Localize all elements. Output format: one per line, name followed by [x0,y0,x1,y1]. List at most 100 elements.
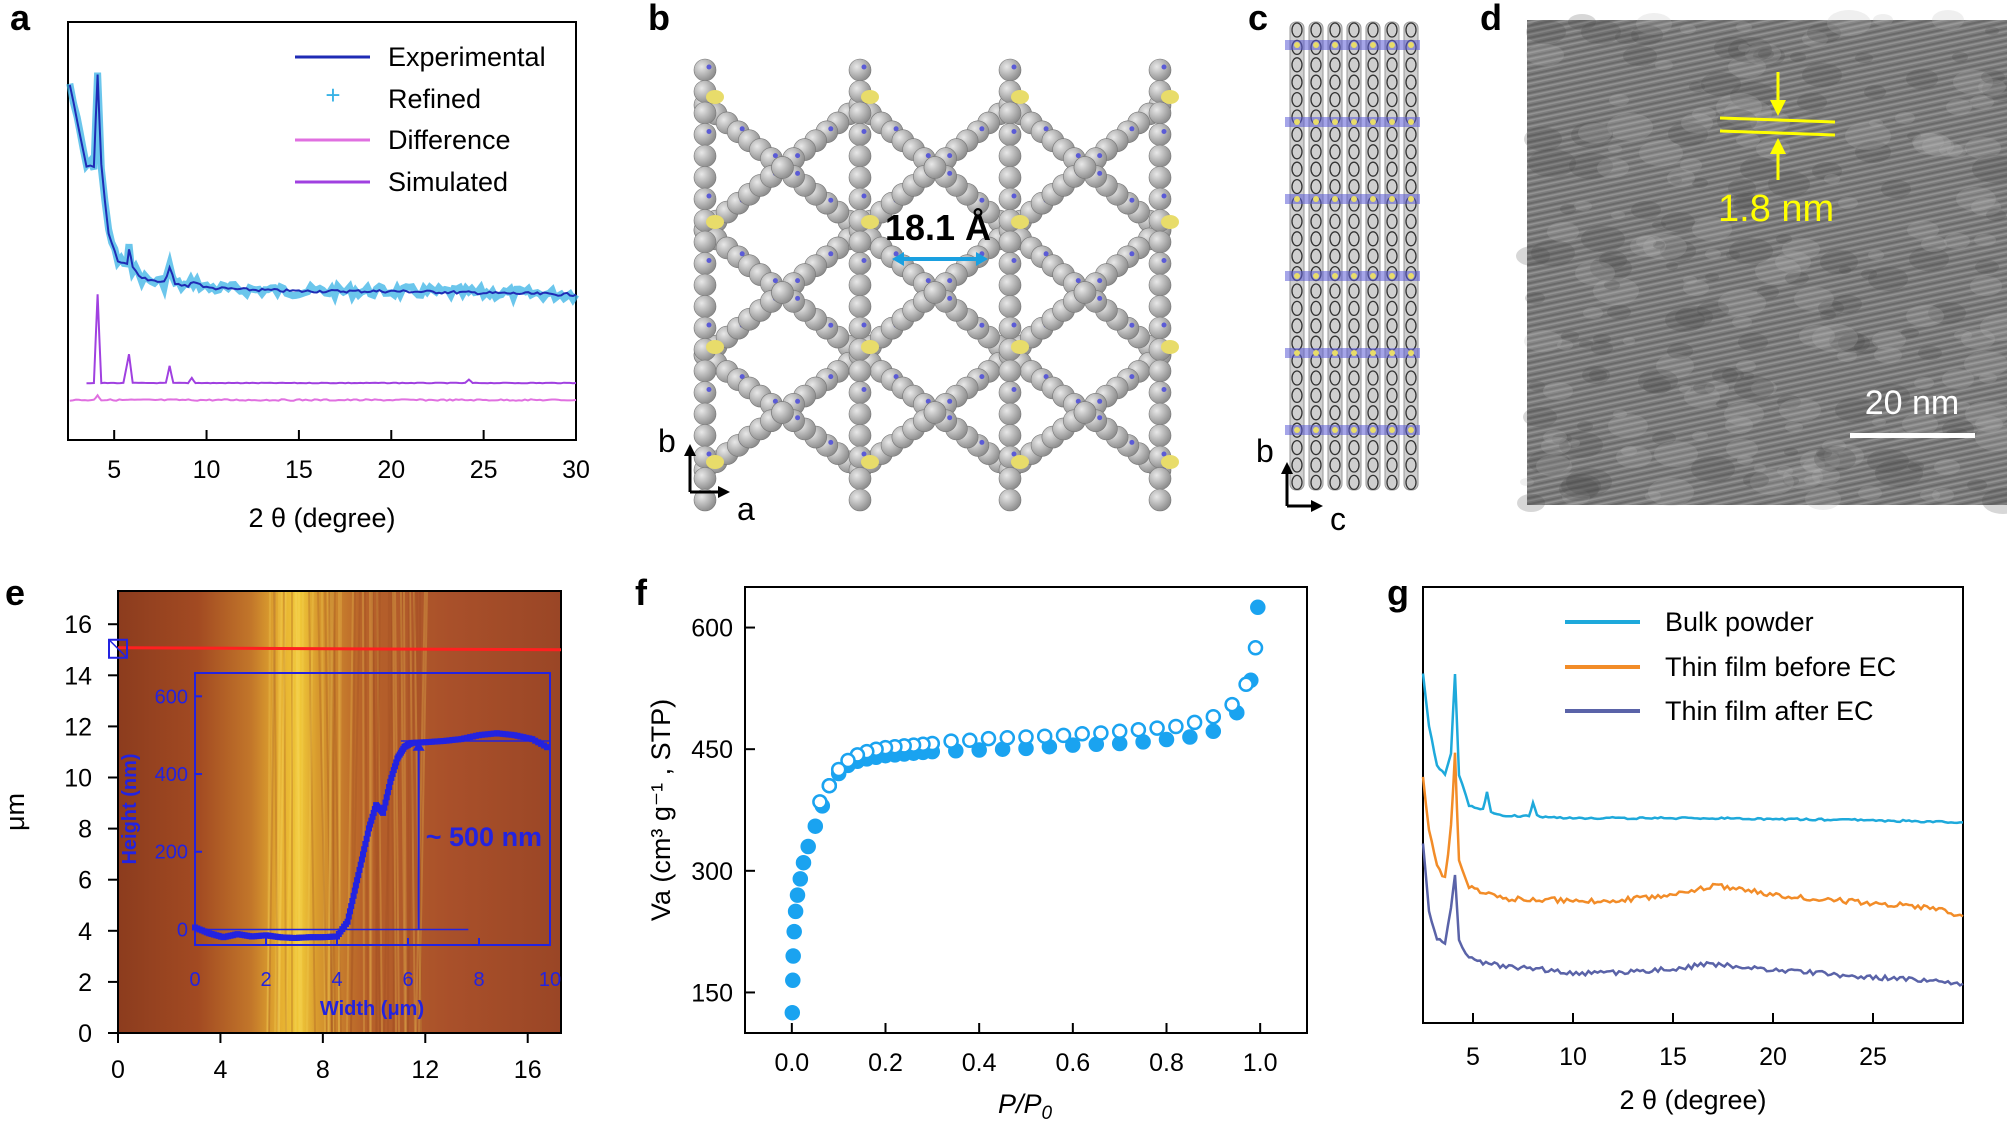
panel-label-a: a [10,0,31,38]
c-ring [1329,213,1341,230]
tem-grain [1824,444,1864,468]
tem-grain [1692,431,1708,441]
tem-grain [1970,276,2002,296]
tem-grain [1783,476,1799,486]
tem-grain [1873,14,1893,26]
c-sulfur [1313,196,1319,202]
strut-n [1043,374,1049,380]
tem-grain [1692,178,1708,188]
tem-grain [1722,368,1744,382]
c-sulfur [1332,350,1338,356]
afm-ylabel: μm [0,793,30,831]
tem-grain [1525,292,1545,304]
strut-n [795,398,801,404]
c-ring [1386,318,1398,334]
adsorption-point [785,948,801,964]
tem-grain [1583,307,1603,319]
column-n [861,451,867,457]
c-ring [1367,57,1379,73]
c-ring [1291,74,1303,90]
inset-point [370,809,377,816]
tem-grain [1552,433,1572,445]
g-xtick-label-15: 15 [1659,1043,1687,1071]
c-ring [1367,74,1379,90]
c-sulfur [1332,273,1338,279]
tem-grain [1912,133,1944,151]
tem-grain [1872,330,1906,350]
tem-grain [1858,486,1882,500]
panel-label-c: c [1248,0,1268,38]
tem-grain [1785,422,1803,432]
afm-height-map [118,591,561,1033]
inset-point [358,856,365,863]
c-ring [1348,231,1360,247]
inset-point [544,744,550,751]
sulfur-site [1011,455,1029,469]
column-n [1161,64,1167,70]
c-ring [1367,213,1379,230]
afm-streak [277,590,280,1034]
panel-g-xlabel: 2 θ (degree) [1619,1085,1766,1115]
tem-grain [1751,380,1777,396]
legend-marker-refined: + [325,80,340,110]
afm-streak [300,590,304,1034]
tem-grain [1526,44,1564,66]
c-ring [1329,144,1341,160]
c-sulfur [1389,42,1395,48]
column-atom [998,58,1022,82]
c-ring [1386,57,1398,73]
tem-grain [1907,221,1939,239]
c-sulfur [1389,350,1395,356]
tem-grain [1692,107,1716,121]
tem-grain [1814,446,1856,472]
profile-line [117,646,562,652]
tem-grain [1820,310,1836,320]
tem-grain [1974,234,1996,246]
inset-point [367,821,374,828]
c-ring [1310,178,1322,195]
c-ring [1405,474,1417,491]
column-atom [1148,381,1172,404]
tem-grain [1683,280,1709,296]
tem-grain [1934,459,1960,475]
tem-grain [1652,221,1666,229]
inset-frame [194,672,551,946]
desorption-point [1168,718,1184,735]
c-ring [1291,457,1303,473]
tem-grain [1705,249,1721,259]
tem-grain [1670,176,1682,184]
c-ring [1348,57,1360,73]
column-n [1011,451,1017,457]
c-ring [1405,91,1417,108]
c-ring [1291,161,1303,177]
inset-point [352,882,359,889]
column-atom [848,467,872,490]
series-simulated [86,294,577,385]
tem-grain [1975,416,2003,432]
tem-grain [1970,95,1994,109]
adsorption-point [789,887,806,903]
tem-grain [1921,236,1947,252]
tem-grain [1683,276,1697,284]
column-atom [1148,424,1172,447]
pore-size-label: 18.1 Å [885,207,991,248]
c-ring [1367,161,1379,177]
c-sulfur [1408,427,1414,433]
tem-grain [1547,222,1579,242]
column-atom [998,316,1022,340]
tem-grain [1874,347,1902,363]
c-ring [1405,231,1417,247]
axis-indicator-b: b a [658,423,755,527]
sulfur-site [861,90,879,104]
tem-grain [1578,123,1612,143]
column-n [861,322,867,328]
sulfur-site [861,340,879,354]
c-ring [1329,126,1341,143]
c-ring [1348,161,1360,177]
c-ring [1386,231,1398,247]
tem-grain [1524,127,1562,151]
panel-f-ylabel: Va (cm³ g⁻¹ , STP) [646,699,676,921]
c-ring [1386,161,1398,177]
afm-streak [294,590,298,1034]
tem-grain [1824,174,1840,184]
